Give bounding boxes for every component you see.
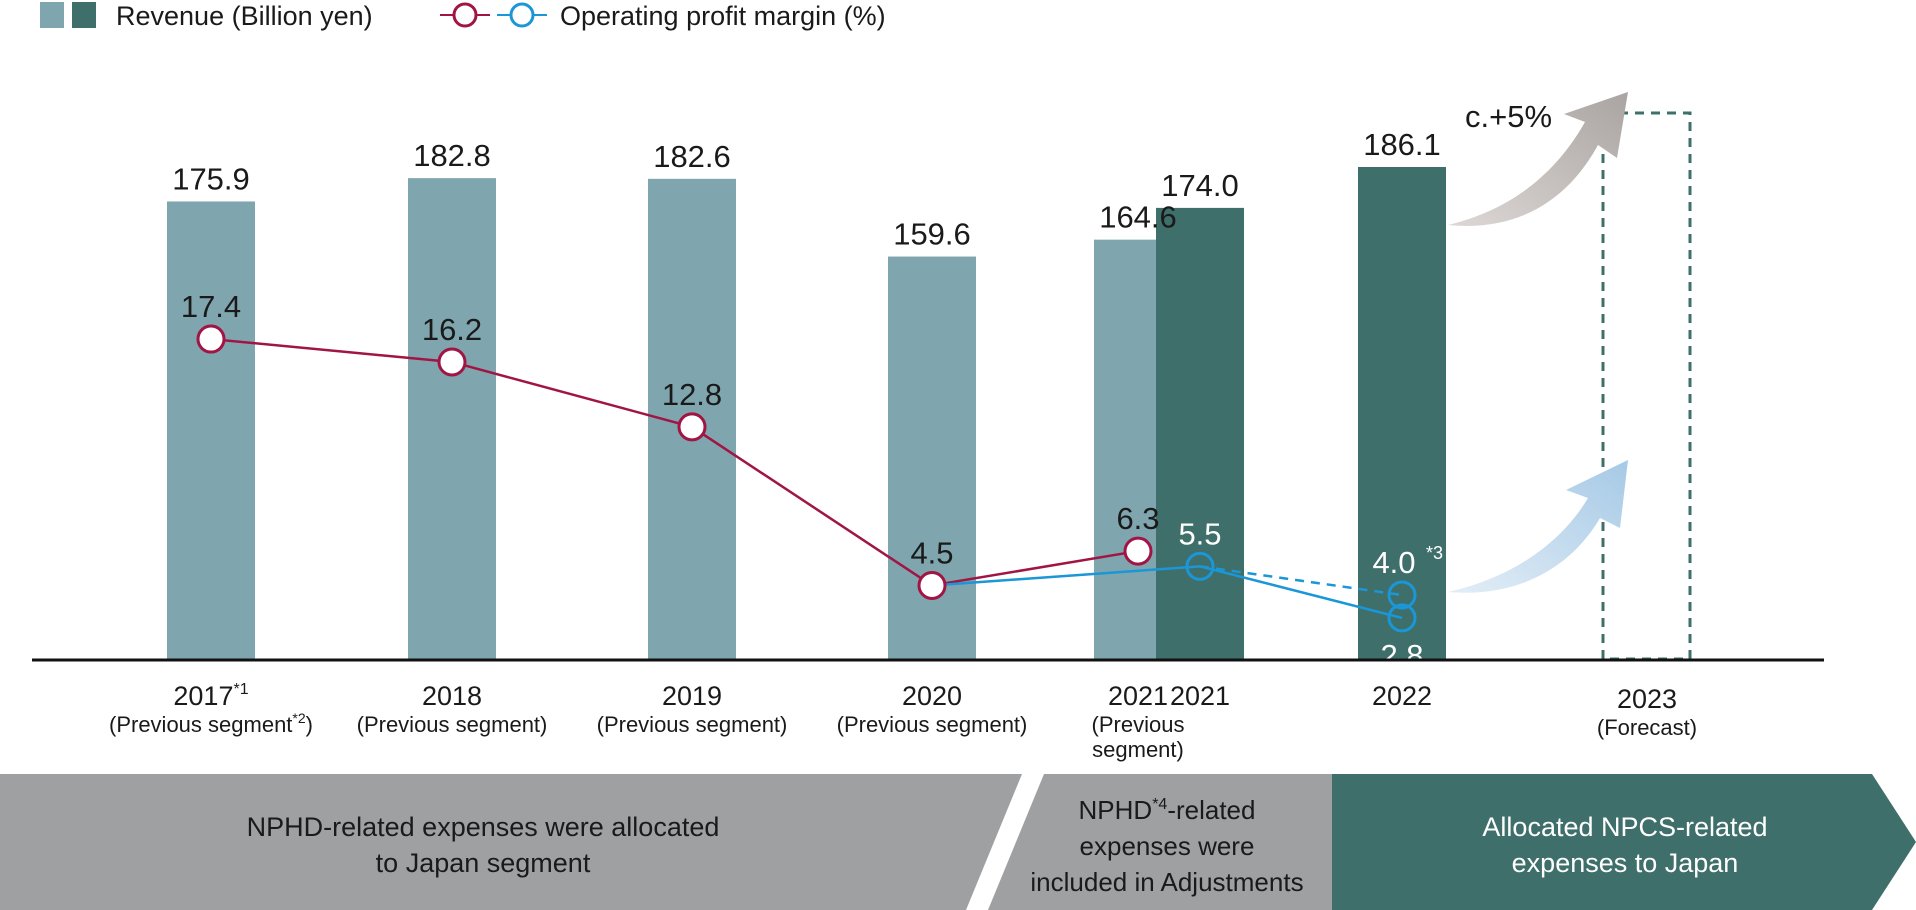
bar-2021 [1156, 207, 1244, 659]
category-labels: 2017*1(Previous segment*2)2018(Previous … [109, 681, 1697, 762]
category-2019: 2019(Previous segment) [597, 681, 788, 737]
margin-point-new-alt-2022 [1387, 580, 1417, 610]
bar-2017 [167, 201, 255, 659]
category-year: 2020 [902, 681, 962, 711]
margin-growth-arrow [1448, 460, 1628, 593]
category-year: 2019 [662, 681, 722, 711]
category-sub: (Forecast) [1597, 715, 1697, 740]
banner-nphd-adjustments [988, 774, 1332, 910]
category-sub2: segment) [1092, 737, 1184, 762]
category-2018: 2018(Previous segment) [357, 681, 548, 737]
category-year: 2017*1 [173, 681, 248, 711]
category-year: 2023 [1617, 684, 1677, 714]
banner-text-nphd-japan: NPHD-related expenses were allocated to J… [247, 812, 720, 878]
legend-margin-label: Operating profit margin (%) [560, 1, 886, 31]
bar-2018 [408, 178, 496, 659]
margin-label-previous-2021p: 6.3 [1116, 501, 1159, 536]
bar-label-2017: 175.9 [172, 161, 250, 196]
banner-nphd-japan [0, 774, 1022, 910]
category-2022: 2022 [1372, 681, 1432, 711]
category-2020: 2020(Previous segment) [837, 681, 1028, 737]
category-2021: 2021 [1170, 681, 1230, 711]
bar-label-2020: 159.6 [893, 217, 971, 252]
margin-label-previous-2020: 4.5 [910, 535, 953, 570]
forecast-2023-box [1601, 111, 1692, 661]
margin-label-new-2022: 2.8 [1380, 638, 1423, 673]
category-year: 2021 [1170, 681, 1230, 711]
bar-label-2021p: 164.6 [1099, 200, 1177, 235]
legend-revenue-swatch-new [72, 2, 96, 28]
revenue-growth-arrow [1448, 92, 1628, 226]
margin-line-new-alt [1199, 565, 1403, 597]
margin-point-new-2021 [1185, 551, 1215, 581]
margin-labels: 17.4 16.2 12.8 4.5 6.3 5.5 2.8 4.0 *3 [181, 289, 1443, 673]
category-year: 2018 [422, 681, 482, 711]
banner-text-npcs-japan: Allocated NPCS-related expenses to Japan [1482, 812, 1767, 878]
margin-point-previous-2019 [677, 412, 707, 442]
bar-label-2021: 174.0 [1161, 168, 1239, 203]
legend-margin-previous-marker [440, 2, 490, 28]
banner-npcs-japan [1332, 774, 1916, 910]
legend-revenue-label: Revenue (Billion yen) [116, 1, 373, 31]
bar-2022 [1358, 167, 1446, 659]
banners: NPHD-related expenses were allocated to J… [0, 774, 1916, 910]
category-sub: (Previous segment) [837, 712, 1028, 737]
margin-point-previous-2017 [196, 324, 226, 354]
margin-point-previous-2018 [437, 347, 467, 377]
margin-label-previous-2019: 12.8 [662, 377, 722, 412]
category-sub: (Previous [1092, 712, 1185, 737]
bar-label-2022: 186.1 [1363, 127, 1441, 162]
legend-margin-new-marker [497, 2, 547, 28]
category-sub: (Previous segment) [597, 712, 788, 737]
legend: Revenue (Billion yen) Operating profit m… [40, 1, 886, 31]
margin-markers [196, 324, 1417, 633]
margin-label-new-alt-2022: 4.0 [1372, 545, 1415, 580]
category-sub: (Previous segment) [357, 712, 548, 737]
margin-point-previous-2021p [1123, 536, 1153, 566]
margin-label-new-alt-2022-sup: *3 [1426, 543, 1443, 563]
margin-label-previous-2018: 16.2 [422, 312, 482, 347]
category-2023: 2023(Forecast) [1597, 684, 1697, 740]
margin-label-previous-2017: 17.4 [181, 289, 241, 324]
bar-label-2019: 182.6 [653, 139, 731, 174]
margin-label-new-2021: 5.5 [1178, 516, 1221, 551]
revenue-bars [167, 167, 1446, 660]
revenue-growth-label: c.+5% [1465, 99, 1552, 134]
category-2017: 2017*1(Previous segment*2) [109, 681, 313, 737]
banner-text-nphd-adjustments: NPHD*4-related expenses were included in A… [1030, 795, 1303, 897]
margin-point-previous-2020 [917, 570, 947, 600]
bar-label-2018: 182.8 [413, 138, 491, 173]
margin-point-new-2022 [1387, 603, 1417, 633]
category-year: 2021 [1108, 681, 1168, 711]
legend-revenue-swatch-previous [40, 2, 64, 28]
category-year: 2022 [1372, 681, 1432, 711]
category-sub: (Previous segment*2) [109, 710, 313, 737]
